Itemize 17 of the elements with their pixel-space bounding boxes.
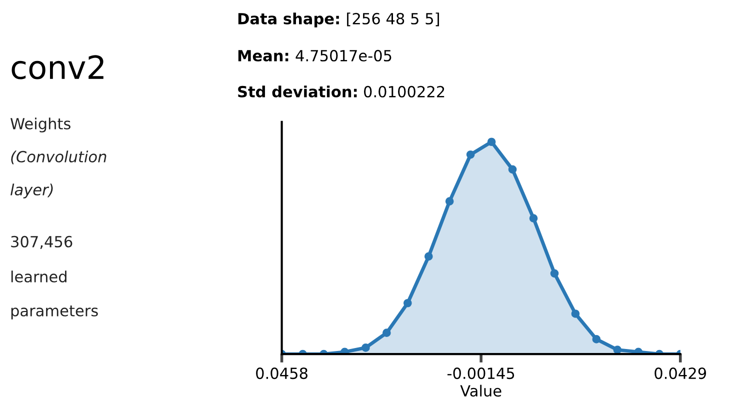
x-tick-label: 0.0458 <box>256 368 308 380</box>
text: 4.75017e-05 <box>296 50 392 62</box>
x-axis-title: Value <box>460 384 502 397</box>
text: parameters <box>11 305 98 320</box>
text: 0.0100222 <box>364 86 444 98</box>
x-tick-label: -0.00145 <box>447 368 514 380</box>
text: 307,456 <box>11 236 72 249</box>
text: (Convolution <box>11 150 106 164</box>
text: Std deviation: <box>238 86 357 98</box>
text: [256 48 5 5] <box>347 12 439 26</box>
text: learned <box>11 270 66 282</box>
text: Data shape: <box>238 12 339 28</box>
text: layer) <box>10 184 53 198</box>
text: Weights <box>10 118 70 132</box>
x-tick-label: 0.0429 <box>654 368 706 380</box>
chart-title: conv2 <box>12 55 104 80</box>
text: Mean: <box>238 50 288 62</box>
